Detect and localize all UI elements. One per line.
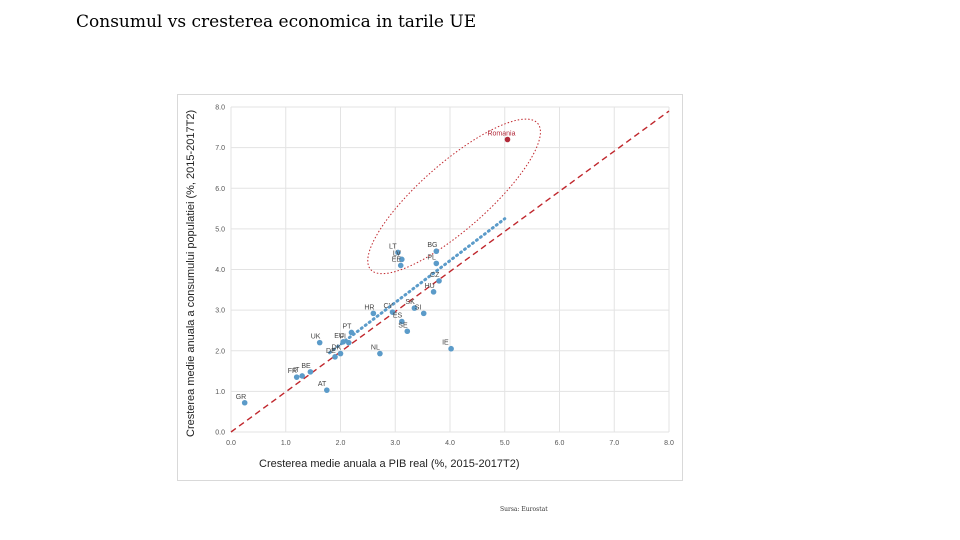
slide-title: Consumul vs cresterea economica in taril… bbox=[76, 12, 477, 32]
point-eu bbox=[340, 339, 347, 345]
point-label-sk: SK bbox=[405, 299, 415, 306]
y-tick-label: 4.0 bbox=[215, 267, 225, 274]
point-label-lv: LV bbox=[393, 250, 401, 257]
point-romania bbox=[504, 136, 511, 143]
point-label-si: SI bbox=[415, 304, 422, 311]
point-label-bg: BG bbox=[427, 242, 437, 249]
point-label-pt: PT bbox=[342, 323, 352, 330]
point-dk bbox=[337, 350, 344, 357]
x-tick-label: 7.0 bbox=[609, 440, 619, 447]
point-label-hu: HU bbox=[425, 283, 435, 290]
point-label-fr: FR bbox=[288, 368, 297, 375]
reference-lines bbox=[230, 110, 670, 433]
point-be bbox=[307, 369, 314, 375]
point-label-se: SE bbox=[398, 322, 408, 329]
point-hr bbox=[370, 310, 377, 317]
point-label-cy: CY bbox=[384, 303, 394, 310]
point-fi bbox=[345, 339, 352, 346]
point-label-lt: LT bbox=[389, 243, 397, 250]
grid-lines bbox=[230, 106, 670, 433]
point-label-dk: DK bbox=[332, 345, 342, 352]
x-tick-label: 8.0 bbox=[664, 440, 674, 447]
point-label-fi: FI bbox=[340, 334, 346, 341]
point-label-ie: IE bbox=[442, 340, 449, 347]
y-tick-label: 1.0 bbox=[215, 389, 225, 396]
diagonal-line bbox=[230, 110, 670, 433]
tick-labels: 0.0 1.0 2.0 3.0 4.0 5.0 6.0 7.0 8.0 0.0 1.0 2.0 3.0 4… bbox=[215, 105, 674, 448]
x-tick-label: 4.0 bbox=[445, 440, 455, 447]
point-label-romania: Romania bbox=[487, 131, 515, 138]
x-tick-label: 0.0 bbox=[226, 440, 236, 447]
point-si bbox=[420, 310, 427, 317]
trendline bbox=[328, 217, 507, 355]
x-tick-label: 1.0 bbox=[281, 440, 291, 447]
point-label-de: DE bbox=[326, 348, 336, 355]
y-tick-label: 3.0 bbox=[215, 308, 225, 315]
point-sk bbox=[411, 305, 418, 311]
point-label-eu: EU bbox=[334, 333, 344, 340]
point-cy bbox=[389, 309, 396, 315]
y-tick-label: 0.0 bbox=[215, 430, 225, 437]
point-de bbox=[332, 354, 338, 360]
point-lv bbox=[399, 256, 405, 263]
x-axis-title: Cresterea medie anuala a PIB real (%, 20… bbox=[259, 458, 519, 470]
point-label-it: IT bbox=[293, 367, 300, 374]
point-ie bbox=[448, 345, 454, 352]
point-at bbox=[324, 387, 330, 393]
x-tick-label: 5.0 bbox=[500, 440, 510, 447]
point-label-hr: HR bbox=[364, 304, 374, 311]
y-tick-label: 2.0 bbox=[215, 348, 225, 355]
point-label-nl: NL bbox=[371, 345, 380, 352]
source-note: Sursa: Eurostat bbox=[500, 506, 548, 513]
point-it bbox=[299, 373, 305, 379]
point-label-gr: GR bbox=[236, 394, 247, 401]
point-pl bbox=[433, 260, 440, 267]
point-label-uk: UK bbox=[311, 334, 321, 341]
point-ee bbox=[397, 262, 404, 269]
scatter-chart: 0.0 1.0 2.0 3.0 4.0 5.0 6.0 7.0 8.0 0.0 1.0 2.0 3.0 4… bbox=[185, 105, 674, 471]
point-label-be: BE bbox=[301, 363, 311, 370]
point-es bbox=[399, 318, 405, 325]
point-pt bbox=[348, 329, 355, 336]
chart-frame: 0.0 1.0 2.0 3.0 4.0 5.0 6.0 7.0 8.0 0.0 1.0 2.0 3.0 4… bbox=[177, 94, 683, 481]
y-tick-label: 7.0 bbox=[215, 145, 225, 152]
point-label-cz: CZ bbox=[430, 272, 440, 279]
y-axis-title: Cresterea medie anuala a consumului popu… bbox=[185, 110, 197, 437]
y-tick-label: 5.0 bbox=[215, 226, 225, 233]
y-tick-label: 6.0 bbox=[215, 186, 225, 193]
point-se bbox=[404, 328, 411, 335]
point-label-es: ES bbox=[393, 313, 403, 320]
y-tick-label: 8.0 bbox=[215, 105, 225, 112]
point-hu bbox=[430, 289, 437, 295]
x-tick-label: 6.0 bbox=[555, 440, 565, 447]
point-fr bbox=[293, 374, 300, 380]
point-label-at: AT bbox=[318, 381, 327, 388]
point-gr bbox=[241, 399, 248, 406]
point-lt bbox=[395, 249, 401, 256]
x-tick-label: 3.0 bbox=[390, 440, 400, 447]
point-cz bbox=[436, 278, 442, 284]
highlight-ellipse bbox=[367, 118, 541, 275]
point-label-pl: PL bbox=[427, 254, 436, 261]
point-label-ee: EE bbox=[392, 256, 402, 263]
x-tick-label: 2.0 bbox=[336, 440, 346, 447]
point-nl bbox=[377, 350, 383, 357]
point-uk bbox=[316, 339, 323, 346]
point-bg bbox=[433, 248, 440, 255]
